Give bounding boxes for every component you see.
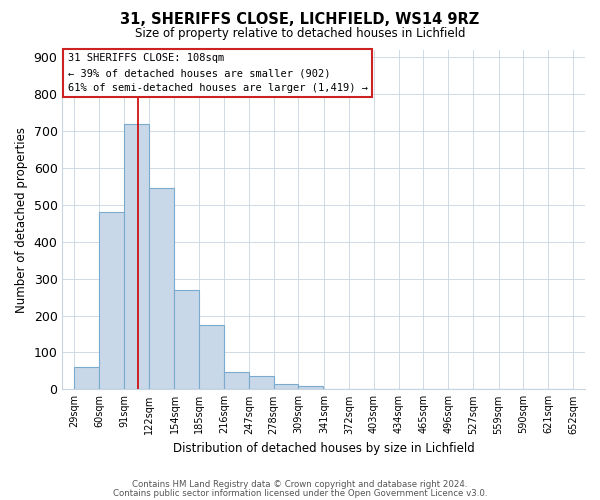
Bar [274,384,298,390]
Text: Size of property relative to detached houses in Lichfield: Size of property relative to detached ho… [135,28,465,40]
Bar [224,372,249,390]
Bar [175,290,199,390]
Bar [74,367,99,390]
Bar [249,376,274,390]
Text: 31 SHERIFFS CLOSE: 108sqm
← 39% of detached houses are smaller (902)
61% of semi: 31 SHERIFFS CLOSE: 108sqm ← 39% of detac… [68,54,368,93]
Text: Contains HM Land Registry data © Crown copyright and database right 2024.: Contains HM Land Registry data © Crown c… [132,480,468,489]
Bar [298,386,323,390]
Bar [199,325,224,390]
Bar [124,124,149,390]
Bar [99,212,124,390]
Text: 31, SHERIFFS CLOSE, LICHFIELD, WS14 9RZ: 31, SHERIFFS CLOSE, LICHFIELD, WS14 9RZ [121,12,479,28]
Y-axis label: Number of detached properties: Number of detached properties [15,126,28,312]
Bar [149,188,173,390]
Text: Contains public sector information licensed under the Open Government Licence v3: Contains public sector information licen… [113,488,487,498]
X-axis label: Distribution of detached houses by size in Lichfield: Distribution of detached houses by size … [173,442,475,455]
